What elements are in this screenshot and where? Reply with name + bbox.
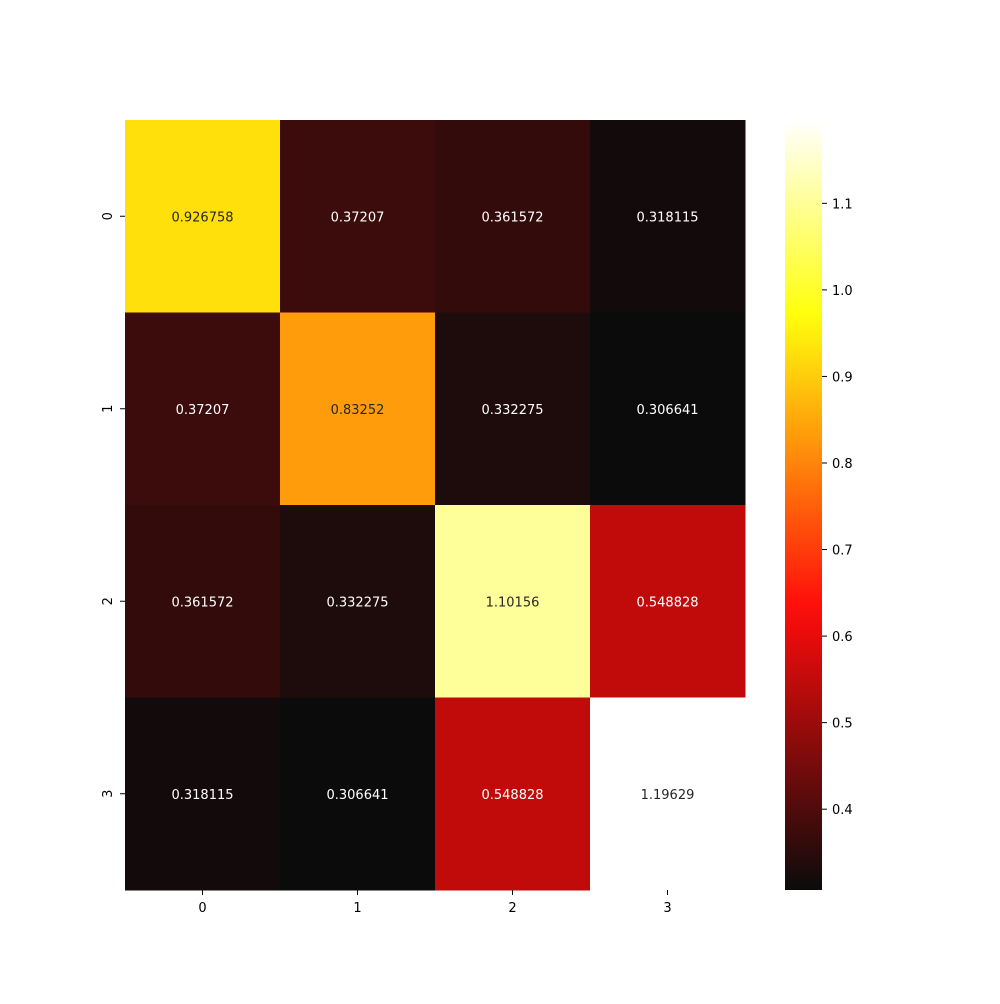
colorbar-tick-label-2: 0.6 (832, 630, 853, 645)
heatmap-cell-0-1 (280, 120, 436, 313)
y-tick-label-3: 3 (101, 790, 116, 798)
colorbar-tick-label-1: 0.5 (832, 717, 853, 732)
heatmap-cell-3-2 (435, 697, 591, 891)
y-tick-label-2: 2 (101, 597, 116, 605)
cell-label-1-3: 0.306641 (636, 403, 698, 418)
x-tick-label-2: 2 (508, 901, 516, 916)
cell-label-1-0: 0.37207 (176, 403, 230, 418)
colorbar: 0.4 0.5 0.6 0.7 0.8 0.9 1.0 1.1 (785, 120, 853, 890)
cell-label-1-2: 0.332275 (481, 403, 543, 418)
heatmap-cell-2-2 (435, 505, 591, 698)
colorbar-tick-label-3: 0.7 (832, 544, 853, 559)
cell-labels: 0.926758 0.37207 0.361572 0.318115 0.37207 0.… (171, 210, 698, 803)
x-axis: 0 1 2 3 (198, 890, 672, 916)
cell-label-0-3: 0.318115 (636, 210, 698, 225)
x-tick-label-1: 1 (353, 901, 361, 916)
cell-label-2-2: 1.10156 (486, 595, 540, 610)
colorbar-tick-label-4: 0.8 (832, 457, 853, 472)
cell-label-2-1: 0.332275 (326, 595, 388, 610)
heatmap-cell-3-3 (590, 697, 746, 891)
heatmap-cell-0-3 (590, 120, 746, 313)
heatmap-cell-2-0 (125, 505, 281, 698)
cell-label-3-0: 0.318115 (171, 788, 233, 803)
colorbar-tick-label-7: 1.1 (832, 197, 853, 212)
heatmap-cell-2-3 (590, 505, 746, 698)
heatmap-cells (125, 120, 746, 891)
heatmap-cell-1-2 (435, 312, 591, 506)
colorbar-tick-label-0: 0.4 (832, 803, 853, 818)
cell-label-1-1: 0.83252 (331, 403, 385, 418)
heatmap-cell-3-1 (280, 697, 436, 891)
y-axis: 0 1 2 3 (101, 212, 125, 798)
cell-label-0-2: 0.361572 (481, 210, 543, 225)
cell-label-3-1: 0.306641 (326, 788, 388, 803)
colorbar-tick-label-6: 1.0 (832, 284, 853, 299)
cell-label-0-1: 0.37207 (331, 210, 385, 225)
x-tick-label-0: 0 (198, 901, 206, 916)
heatmap-cell-0-0 (125, 120, 281, 313)
cell-label-2-0: 0.361572 (171, 595, 233, 610)
cell-label-0-0: 0.926758 (171, 210, 233, 225)
colorbar-tick-label-5: 0.9 (832, 370, 853, 385)
cell-label-3-3: 1.19629 (641, 788, 695, 803)
heatmap-cell-1-0 (125, 312, 281, 506)
heatmap-cell-1-3 (590, 312, 746, 506)
y-tick-label-1: 1 (101, 405, 116, 413)
heatmap-cell-3-0 (125, 697, 281, 891)
colorbar-gradient (785, 120, 822, 890)
cell-label-2-3: 0.548828 (636, 595, 698, 610)
x-tick-label-3: 3 (663, 901, 671, 916)
heatmap-cell-1-1 (280, 312, 436, 506)
cell-label-3-2: 0.548828 (481, 788, 543, 803)
y-tick-label-0: 0 (101, 212, 116, 220)
heatmap-cell-0-2 (435, 120, 591, 313)
heatmap-cell-2-1 (280, 505, 436, 698)
